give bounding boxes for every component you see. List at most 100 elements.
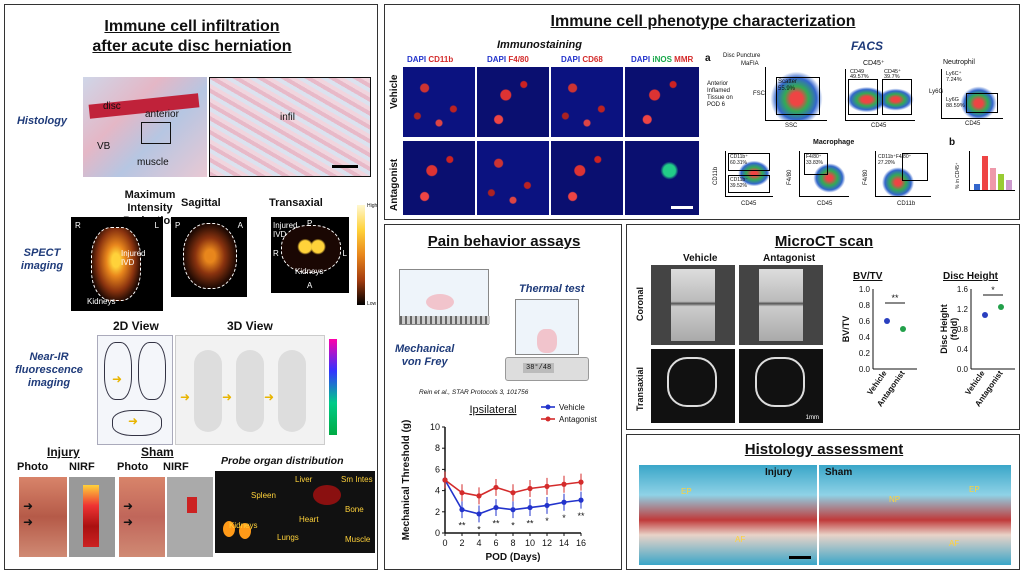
facs-mac-plot-2: F4/80⁺ 33.83% (799, 151, 849, 197)
organ-kidneys: Kidneys (229, 521, 258, 530)
citation: Rein et al., STAR Protocols 3, 101756 (419, 389, 529, 396)
x-tick-label: 2 (459, 538, 464, 548)
stain-veh-3 (551, 67, 623, 137)
ly6g-pct: 88.59% (946, 103, 965, 109)
ant-line-1: Anterior (707, 81, 729, 87)
ly6c-label: Ly6C⁺ (946, 71, 962, 77)
panel-phenotype: Immune cell phenotype characterization I… (384, 4, 1020, 220)
y-tick-label: 8 (435, 443, 440, 453)
spect-colorbar (357, 205, 365, 305)
bvtv-antagonist-point (900, 326, 906, 332)
stain-col-2: DAPI F4/80 (487, 55, 529, 64)
organ-spleen: Spleen (251, 491, 276, 500)
sham-nirf (167, 477, 213, 557)
cdf-pct: 27.20% (878, 160, 895, 166)
ct-vehicle-label: Vehicle (683, 253, 718, 264)
bvtv-tick: 0.8 (859, 301, 871, 310)
dh-y-label-2: (fold) (949, 318, 959, 341)
bvtv-y-label: BV/TV (841, 316, 851, 343)
sag-a-label: A (237, 221, 243, 230)
injury-nirf (69, 477, 115, 557)
spect-r-label: R (75, 221, 81, 230)
organ-liver: Liver (295, 475, 313, 484)
panel-title: Histology assessment (744, 441, 904, 458)
legend-label: Antagonist (559, 415, 598, 424)
stain-dapi: DAPI (561, 55, 581, 64)
panel-title: MicroCT scan (774, 233, 874, 250)
title-line-2: after acute disc herniation (92, 38, 292, 55)
data-point (476, 511, 482, 517)
trans-l-label: L (342, 249, 347, 258)
cd11bn-pct: 39.52% (730, 183, 747, 189)
stain-mmr: MMR (674, 55, 694, 64)
cd49-label: CD49 (850, 69, 865, 75)
thermal-test-label: Thermal test (519, 283, 585, 295)
probe-organ-image: Liver Sm Intes Spleen Heart Bone Kidneys… (215, 471, 375, 553)
dh-tick: 1.6 (957, 285, 969, 294)
ct-scale-label: 1mm (805, 415, 819, 421)
probe-title: Probe organ distribution (221, 455, 344, 467)
infil-label: infil (280, 112, 296, 123)
cd11bp-pct: 60.31% (730, 160, 747, 166)
significance-star: ** (577, 511, 585, 521)
panel-microct: MicroCT scan Vehicle Antagonist Coronal … (626, 224, 1020, 430)
organ-heart: Heart (299, 515, 319, 524)
dh-tick: 0.4 (957, 345, 969, 354)
cd45-axis-mac2: CD45 (817, 201, 833, 207)
stain-col-1: DAPI CD11b (407, 55, 453, 64)
significance-star: * (562, 513, 566, 523)
spect-transaxial-image: Injured IVD P R L Kidneys A (271, 217, 349, 293)
dh-sig: * (991, 285, 995, 295)
x-axis-label: POD (Days) (485, 552, 540, 563)
hist-ep2-label: EP (969, 485, 980, 494)
f480-axis: F4/80 (787, 169, 793, 185)
data-point (578, 497, 584, 503)
muscle-label: muscle (137, 157, 169, 168)
ct-antagonist-transaxial: 1mm (739, 349, 823, 423)
facs-b-label: b (949, 137, 956, 148)
sham-nirf-label: NIRF (163, 461, 189, 473)
y-tick-label: 2 (435, 507, 440, 517)
thermal-display: 38°/48 (523, 363, 555, 373)
injured-line-1: Injured (121, 249, 146, 258)
ant-line-2: Inflamed (707, 88, 731, 94)
data-point (561, 499, 567, 505)
cd11b-axis: CD11b (713, 166, 719, 185)
ct-transaxial-label: Transaxial (635, 366, 645, 411)
spect-line-2: imaging (20, 260, 64, 272)
mechanical-label: Mechanical von Frey (395, 343, 454, 369)
injury-photo: ➜ ➜ (19, 477, 67, 557)
facs-mac-plot-3: CD11b⁺F4/80⁺ 27.20% (875, 151, 931, 197)
stain-ant-2 (477, 141, 549, 215)
significance-star: ** (492, 518, 500, 528)
stain-cd68: CD68 (582, 55, 603, 64)
stain-ant-1 (403, 141, 475, 215)
stain-inos: iNOS (652, 55, 672, 64)
cd49-pct: 49.57% (850, 74, 869, 80)
injury-photo-label: Photo (17, 461, 49, 473)
nir-3d-image: ➜ ➜ ➜ (175, 335, 325, 445)
spect-l-label: L (154, 221, 159, 230)
dh-y-label: Disc Height (939, 304, 949, 354)
row-antagonist-label: Antagonist (389, 158, 400, 211)
bvtv-tick: 0.4 (859, 333, 871, 342)
scatter-label: Scatter (778, 79, 798, 85)
cd11b-axis-2: CD11b (897, 201, 916, 207)
data-point (578, 479, 584, 485)
panel-title: Immune cell phenotype characterization (550, 13, 856, 30)
nir-2d-image: ➜ ➜ (97, 335, 173, 445)
data-point (459, 507, 465, 513)
data-point (510, 490, 516, 496)
ct-antagonist-label: Antagonist (763, 253, 816, 264)
infiltration-zoom-image: infil (209, 77, 371, 177)
ant-line-4: POD 6 (707, 102, 726, 108)
x-tick-label: 16 (576, 538, 586, 548)
stain-veh-4 (625, 67, 699, 137)
neutrophil-header: Neutrophil (943, 59, 975, 66)
dh-vehicle-point (982, 312, 988, 318)
anterior-tissue-label: Anterior Inflamed Tissue on POD 6 (707, 81, 733, 109)
title-line-1: Immune cell infiltration (104, 18, 280, 35)
f480p-label: F4/80⁺ (806, 154, 822, 160)
cdf-label: CD11b⁺F4/80⁺ (878, 154, 912, 160)
data-point (561, 481, 567, 487)
